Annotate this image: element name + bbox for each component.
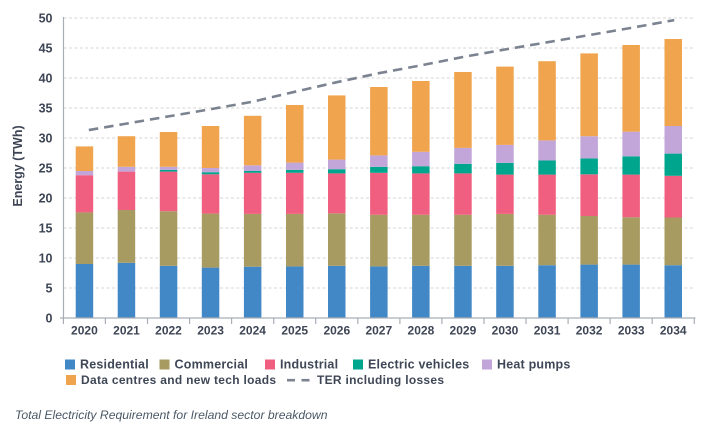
svg-text:2022: 2022: [155, 324, 182, 338]
svg-text:TER including losses: TER including losses: [317, 373, 444, 387]
svg-text:2020: 2020: [71, 324, 98, 338]
svg-text:2024: 2024: [239, 324, 266, 338]
svg-text:2034: 2034: [660, 324, 687, 338]
svg-text:Data centres and new tech load: Data centres and new tech loads: [81, 373, 276, 387]
svg-text:45: 45: [39, 41, 53, 55]
svg-text:35: 35: [39, 101, 53, 115]
svg-text:0: 0: [46, 311, 53, 325]
svg-text:Total Electricity Requirement: Total Electricity Requirement for Irelan…: [15, 408, 328, 422]
svg-text:2023: 2023: [197, 324, 224, 338]
svg-text:2031: 2031: [534, 324, 561, 338]
svg-text:2025: 2025: [281, 324, 308, 338]
svg-text:10: 10: [39, 251, 53, 265]
svg-text:5: 5: [46, 281, 53, 295]
svg-text:2021: 2021: [113, 324, 140, 338]
svg-text:15: 15: [39, 221, 53, 235]
svg-text:Energy (TWh): Energy (TWh): [11, 125, 25, 206]
svg-text:Heat pumps: Heat pumps: [497, 358, 571, 372]
svg-text:Industrial: Industrial: [280, 358, 338, 372]
svg-text:2027: 2027: [365, 324, 392, 338]
svg-text:Commercial: Commercial: [175, 358, 249, 372]
svg-text:2032: 2032: [576, 324, 603, 338]
svg-text:20: 20: [39, 191, 53, 205]
svg-text:30: 30: [39, 131, 53, 145]
svg-text:Electric vehicles: Electric vehicles: [368, 358, 469, 372]
svg-text:2029: 2029: [450, 324, 477, 338]
svg-text:50: 50: [39, 11, 53, 25]
svg-text:2028: 2028: [408, 324, 435, 338]
svg-text:40: 40: [39, 71, 53, 85]
svg-text:2026: 2026: [323, 324, 350, 338]
svg-text:Residential: Residential: [80, 358, 149, 372]
svg-text:2030: 2030: [492, 324, 519, 338]
svg-text:2033: 2033: [618, 324, 645, 338]
svg-text:25: 25: [39, 161, 53, 175]
